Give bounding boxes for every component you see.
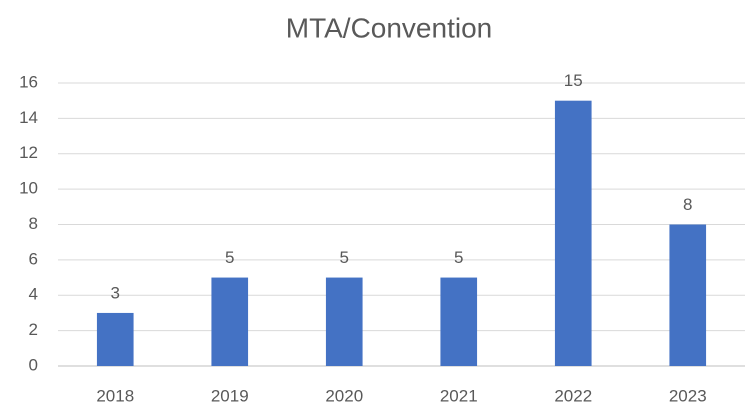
- x-tick-label: 2023: [669, 386, 707, 405]
- y-tick-label: 6: [29, 249, 38, 268]
- bar: [211, 277, 249, 366]
- x-tick-label: 2019: [211, 386, 249, 405]
- data-label: 5: [340, 248, 349, 267]
- x-tick-label: 2020: [325, 386, 363, 405]
- y-tick-label: 0: [29, 355, 38, 374]
- y-tick-label: 4: [29, 285, 38, 304]
- data-label: 3: [111, 283, 120, 302]
- y-tick-label: 14: [19, 108, 38, 127]
- data-label: 8: [683, 195, 692, 214]
- y-tick-label: 10: [19, 179, 38, 198]
- data-label: 15: [564, 71, 583, 90]
- y-tick-label: 8: [29, 214, 38, 233]
- bar: [96, 312, 134, 366]
- bar: [440, 277, 478, 366]
- bar: [554, 100, 592, 366]
- x-tick-label: 2018: [96, 386, 134, 405]
- y-tick-label: 2: [29, 320, 38, 339]
- y-tick-label: 16: [19, 72, 38, 91]
- bar: [325, 277, 363, 366]
- chart-title: MTA/Convention: [286, 12, 492, 43]
- x-tick-label: 2022: [554, 386, 592, 405]
- data-label: 5: [225, 248, 234, 267]
- y-tick-label: 12: [19, 143, 38, 162]
- bar: [669, 224, 707, 366]
- x-tick-label: 2021: [440, 386, 478, 405]
- data-label: 5: [454, 248, 463, 267]
